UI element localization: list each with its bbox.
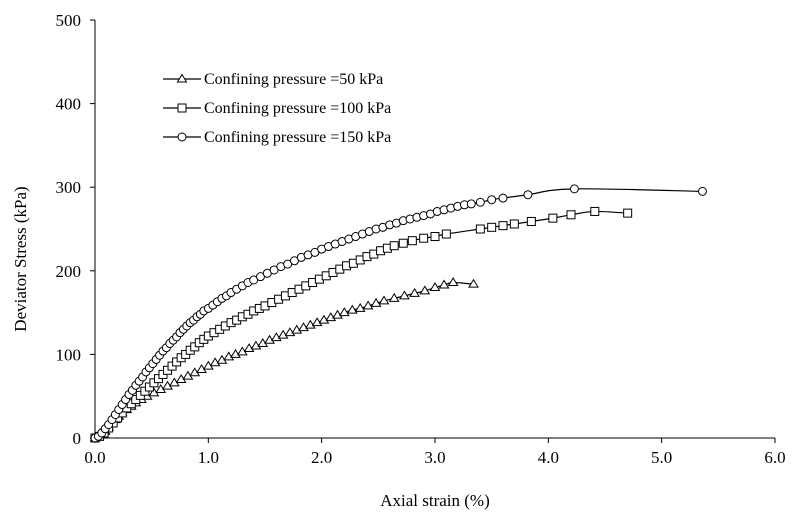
data-point-triangle <box>270 332 282 342</box>
data-point-triangle <box>338 307 350 317</box>
x-tick-label: 3.0 <box>424 448 445 467</box>
series-triangle <box>89 277 479 442</box>
x-tick-label: 1.0 <box>198 448 219 467</box>
data-point-square <box>475 224 485 234</box>
data-point-triangle <box>447 277 459 287</box>
data-point-triangle <box>311 317 323 327</box>
legend-item: Confining pressure =150 kPa <box>163 129 391 146</box>
data-point-triangle <box>209 357 221 367</box>
series-square <box>90 206 633 443</box>
data-point-triangle <box>429 282 441 292</box>
y-tick-label: 500 <box>56 11 82 30</box>
data-point-triangle <box>304 319 316 329</box>
plot-area: 0.0 1.0 2.0 3.0 4.0 5.0 6.0 0 100 200 300 400 500 <box>56 11 786 467</box>
data-point-circle <box>475 197 485 207</box>
data-point-triangle <box>399 290 410 300</box>
data-point-square <box>498 221 508 231</box>
data-point-square <box>389 241 399 251</box>
data-point-triangle <box>284 327 296 337</box>
data-point-triangle <box>378 295 390 305</box>
data-point-square <box>177 103 187 113</box>
legend-item: Confining pressure =100 kPa <box>163 100 391 117</box>
legend-label: Confining pressure =100 kPa <box>204 100 391 117</box>
data-point-square <box>419 233 429 243</box>
y-tick-label: 0 <box>73 429 82 448</box>
y-tick-label: 300 <box>56 178 82 197</box>
data-point-square <box>398 238 408 248</box>
data-point-square <box>566 210 576 220</box>
y-ticks: 0 100 200 300 400 500 <box>56 11 95 448</box>
data-point-triangle <box>291 324 303 334</box>
x-ticks: 0.0 1.0 2.0 3.0 4.0 5.0 6.0 <box>84 438 786 467</box>
data-point-square <box>526 216 536 226</box>
x-tick-label: 4.0 <box>538 448 559 467</box>
y-tick-label: 400 <box>56 95 82 114</box>
data-point-triangle <box>298 322 309 332</box>
series-layer <box>89 184 707 443</box>
data-point-triangle <box>318 314 330 324</box>
data-point-triangle <box>346 304 358 314</box>
data-point-triangle <box>362 300 374 310</box>
data-point-square <box>441 229 451 239</box>
data-point-circle <box>523 190 533 200</box>
legend: Confining pressure =50 kPa Confining pres… <box>163 71 391 146</box>
series-circle <box>90 184 707 443</box>
data-point-triangle <box>277 329 289 339</box>
data-point-triangle <box>325 312 337 322</box>
data-point-triangle <box>243 343 255 353</box>
legend-label: Confining pressure =50 kPa <box>204 71 383 88</box>
data-point-triangle <box>409 287 420 297</box>
data-point-triangle <box>468 278 479 288</box>
x-tick-label: 5.0 <box>651 448 672 467</box>
data-point-circle <box>498 193 508 203</box>
data-point-triangle <box>332 309 343 319</box>
data-point-triangle <box>250 340 262 350</box>
data-point-triangle <box>223 351 235 361</box>
y-tick-label: 200 <box>56 262 82 281</box>
data-point-triangle <box>230 348 241 358</box>
data-point-circle <box>697 186 707 196</box>
data-point-square <box>407 236 417 246</box>
x-tick-label: 0.0 <box>84 448 105 467</box>
x-tick-label: 2.0 <box>311 448 332 467</box>
data-point-triangle <box>354 302 366 312</box>
x-axis-title: Axial strain (%) <box>380 491 490 510</box>
data-point-square <box>590 206 600 216</box>
data-point-square <box>487 222 497 232</box>
data-point-triangle <box>419 285 431 295</box>
data-point-square <box>509 219 519 229</box>
data-point-circle <box>177 132 187 142</box>
data-point-square <box>623 208 633 218</box>
data-point-triangle <box>370 297 382 307</box>
data-point-triangle <box>176 73 188 83</box>
data-point-square <box>548 213 558 223</box>
y-tick-label: 100 <box>56 345 82 364</box>
data-point-circle <box>466 199 476 209</box>
data-point-square <box>430 232 440 242</box>
data-point-circle <box>487 195 497 205</box>
y-axis-title: Deviator Stress (kPa) <box>11 186 30 331</box>
series-line <box>94 210 628 439</box>
legend-item: Confining pressure =50 kPa <box>163 71 383 88</box>
data-point-circle <box>569 184 579 194</box>
data-point-triangle <box>438 279 450 289</box>
data-point-triangle <box>264 334 275 344</box>
x-tick-label: 6.0 <box>764 448 785 467</box>
legend-label: Confining pressure =150 kPa <box>204 129 391 146</box>
data-point-triangle <box>388 292 400 302</box>
